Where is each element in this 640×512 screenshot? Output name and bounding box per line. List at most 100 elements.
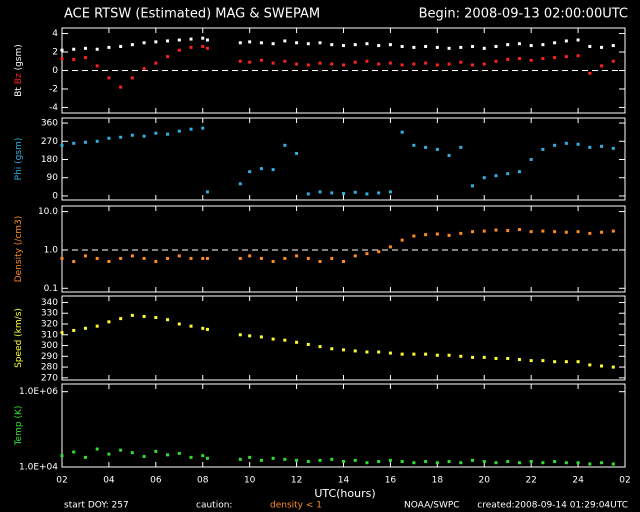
data-point (400, 130, 404, 134)
x-tick-label: 22 (525, 476, 536, 486)
data-point (459, 354, 463, 358)
data-point (83, 56, 87, 60)
data-point (377, 459, 381, 463)
data-point (60, 454, 64, 458)
data-point (295, 41, 299, 45)
data-point (388, 351, 392, 355)
data-point (506, 459, 510, 463)
data-point (189, 37, 193, 41)
data-point (553, 143, 557, 147)
data-point (283, 39, 287, 43)
data-point (517, 358, 521, 362)
data-point (306, 459, 310, 463)
data-point (471, 44, 475, 48)
data-point (154, 61, 158, 65)
data-point (330, 347, 334, 351)
data-point (142, 256, 146, 260)
created: created:2008-09-14 01:29:04UTC (477, 501, 628, 511)
data-point (471, 63, 475, 67)
data-point (283, 143, 287, 147)
data-point (306, 192, 310, 196)
data-point (435, 353, 439, 357)
data-point (529, 158, 533, 162)
data-point (166, 453, 170, 457)
y-tick-label: 360 (41, 119, 58, 129)
data-point (553, 360, 557, 364)
data-point (271, 42, 275, 46)
data-point (576, 54, 580, 58)
data-point (353, 60, 357, 64)
y-tick-label: 340 (41, 298, 58, 308)
data-point (248, 170, 252, 174)
data-point (248, 40, 252, 44)
data-point (189, 324, 193, 328)
data-point (482, 46, 486, 50)
y-unit: (gsm) (14, 44, 24, 70)
data-point (611, 365, 615, 369)
begin-time: Begin: 2008-09-13 02:00:00UTC (419, 7, 628, 22)
data-point (424, 145, 428, 149)
data-point (388, 61, 392, 65)
data-point (130, 43, 134, 47)
y-tick-label: 90 (47, 173, 59, 183)
data-point (482, 62, 486, 66)
data-point (377, 350, 381, 354)
data-point (306, 63, 310, 67)
data-point (400, 238, 404, 242)
data-point (189, 127, 193, 131)
y-unit: (K) (14, 406, 24, 419)
data-point (412, 62, 416, 66)
data-point (130, 254, 134, 258)
data-point (142, 314, 146, 318)
data-point (459, 461, 463, 465)
data-point (529, 230, 533, 234)
data-point (205, 327, 209, 331)
data-point (72, 47, 76, 51)
data-point (271, 168, 275, 172)
data-point (342, 44, 345, 48)
data-point (283, 338, 287, 342)
data-point (130, 133, 134, 137)
data-point (412, 234, 416, 238)
data-point (248, 60, 252, 64)
data-point (119, 85, 123, 89)
data-point (201, 44, 205, 48)
data-point (189, 45, 193, 49)
data-point (459, 231, 463, 235)
data-point (541, 147, 545, 151)
data-point (330, 256, 334, 260)
data-point (83, 140, 87, 144)
panel-frame (61, 295, 626, 381)
data-point (107, 320, 111, 324)
panel-frame (61, 205, 626, 293)
data-point (271, 337, 275, 341)
data-point (177, 129, 181, 133)
legend-entry: Bt (14, 87, 24, 97)
data-point (459, 145, 463, 149)
data-point (588, 363, 592, 367)
data-point (205, 456, 209, 460)
data-point (494, 356, 498, 360)
data-point (259, 458, 263, 462)
data-point (435, 45, 439, 49)
data-point (365, 252, 369, 256)
data-point (119, 135, 123, 139)
data-point (72, 57, 76, 61)
data-point (471, 230, 475, 234)
data-point (189, 455, 193, 459)
y-tick-label: 320 (41, 320, 58, 330)
data-point (564, 230, 568, 234)
data-point (238, 256, 242, 260)
y-tick-label: 10.0 (38, 207, 58, 217)
data-point (353, 349, 357, 353)
data-point (201, 326, 205, 330)
data-point (295, 62, 299, 66)
data-point (238, 333, 242, 337)
data-point (142, 455, 146, 459)
data-point (471, 355, 475, 359)
data-point (517, 461, 521, 465)
y-tick-label: 2 (52, 48, 58, 58)
data-point (611, 59, 615, 63)
data-point (72, 141, 76, 145)
